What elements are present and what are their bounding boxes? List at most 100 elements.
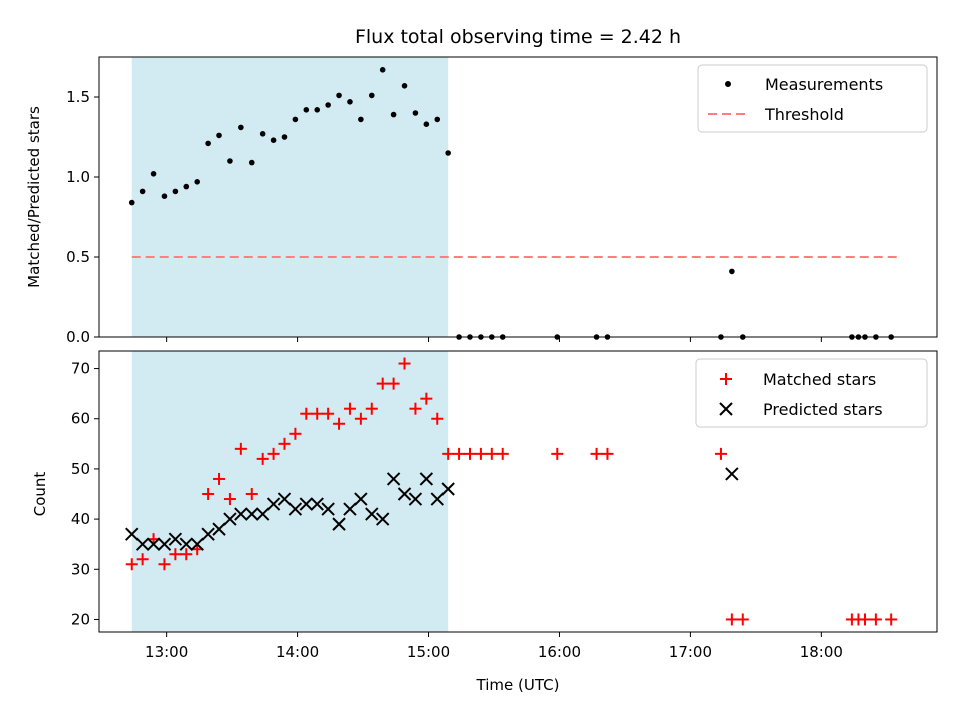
predicted-stars-point	[190, 537, 204, 551]
matched-stars-point	[409, 402, 422, 415]
measurements-point	[347, 99, 353, 105]
matched-stars-point	[343, 402, 356, 415]
x-stroke-b	[277, 492, 292, 506]
y-tick-label: 50	[71, 460, 90, 478]
matched-stars-point	[278, 437, 291, 450]
count-axes-frame	[98, 350, 938, 633]
threshold-legend-label: Threshold	[764, 105, 844, 124]
count-marks	[125, 357, 898, 626]
x-stroke-b	[321, 502, 335, 516]
x-stroke-b	[397, 487, 412, 501]
matched-stars-point	[431, 412, 444, 425]
predicted-stars-point	[332, 517, 346, 531]
predicted-stars-point	[179, 537, 193, 551]
ratio-axes-frame	[98, 56, 938, 338]
predicted-stars-point	[321, 502, 335, 516]
y-tick-label: 1.0	[66, 168, 90, 186]
matched-stars-point	[442, 447, 455, 460]
x-stroke-b	[299, 497, 314, 511]
measurements-point	[128, 199, 135, 206]
matched-stars-point	[485, 447, 498, 460]
matched-stars-point	[245, 488, 258, 501]
count-y-ticks: 20 30 40 50 60 70	[71, 360, 99, 628]
measurements-point	[259, 131, 266, 137]
y-tick-label: 30	[71, 560, 90, 578]
matched-stars-point	[234, 442, 247, 455]
x-stroke-b	[157, 537, 172, 551]
x-stroke-b	[408, 492, 423, 506]
y-tick-label: 0.5	[66, 248, 90, 266]
x-stroke-b	[201, 527, 215, 541]
matched-stars-point	[365, 402, 378, 415]
y-tick-label: 20	[71, 610, 90, 628]
matched-stars-point	[169, 548, 182, 561]
predicted-stars-point	[354, 492, 368, 506]
x-stroke-b	[419, 472, 434, 486]
matched-stars-point	[202, 488, 215, 501]
predicted-legend-label: Predicted stars	[763, 400, 883, 419]
matched-stars-point	[714, 447, 727, 460]
measurements-point	[248, 159, 255, 166]
predicted-stars-point	[168, 532, 183, 546]
matched-stars-point	[869, 613, 882, 626]
matched-stars-point	[256, 452, 269, 465]
measurements-legend-label: Measurements	[765, 75, 883, 94]
predicted-stars-point	[288, 502, 303, 516]
count-x-ticks: 13:00 14:00 15:00 16:00 17:00 18:00	[145, 632, 843, 661]
matched-stars-point	[725, 613, 738, 626]
ratio-marks	[128, 67, 894, 340]
measurements-point	[227, 158, 233, 164]
matched-stars-point	[311, 407, 324, 420]
x-stroke-b	[332, 517, 346, 531]
matched-stars-point	[885, 613, 898, 626]
y-tick-label: 0.0	[66, 328, 90, 346]
measurements-point	[401, 83, 408, 89]
predicted-stars-point	[125, 527, 139, 541]
predicted-stars-point	[375, 512, 390, 526]
matched-stars-point	[158, 558, 171, 571]
count-legend: Matched stars Predicted stars	[695, 358, 928, 428]
y-tick-label: 40	[71, 510, 90, 528]
matched-stars-point	[601, 447, 614, 460]
matched-stars-point	[453, 447, 466, 460]
x-stroke-b	[365, 507, 379, 521]
measurements-point	[194, 179, 201, 185]
x-tick-label: 17:00	[669, 643, 712, 661]
matched-stars-point	[387, 377, 400, 390]
measurements-point	[303, 107, 310, 113]
chart-title: Flux total observing time = 2.42 h	[355, 26, 681, 48]
matched-stars-point	[125, 558, 138, 571]
x-stroke-b	[288, 502, 303, 516]
predicted-stars-point	[441, 482, 455, 496]
measurements-point	[281, 134, 288, 140]
x-stroke-b	[135, 537, 150, 551]
y-tick-label: 1.5	[66, 88, 90, 106]
x-stroke-b	[234, 507, 248, 521]
predicted-stars-point	[277, 492, 292, 506]
x-stroke-b	[146, 537, 161, 551]
matched-stars-point	[300, 407, 313, 420]
predicted-stars-point	[245, 507, 259, 521]
matched-legend-marker	[720, 373, 732, 385]
matched-legend-label: Matched stars	[763, 370, 876, 389]
measurements-point	[183, 183, 190, 190]
predicted-stars-point	[212, 522, 226, 536]
measurements-point	[423, 121, 430, 127]
measurements-point	[368, 92, 375, 99]
x-stroke-b	[386, 472, 401, 486]
x-stroke-b	[245, 507, 259, 521]
x-stroke-b	[266, 497, 281, 511]
predicted-stars-point	[365, 507, 379, 521]
matched-stars-point	[551, 447, 564, 460]
x-stroke-b	[179, 537, 193, 551]
measurements-point	[216, 132, 222, 139]
x-stroke-b	[375, 512, 390, 526]
x-axis-label: Time (UTC)	[476, 676, 560, 694]
x-tick-label: 15:00	[407, 643, 450, 661]
ratio-y-ticks: 0.0 0.5 1.0 1.5	[66, 88, 99, 346]
predicted-stars-point	[725, 467, 739, 481]
measurements-point	[379, 67, 386, 73]
y-tick-label: 70	[71, 360, 90, 378]
measurements-point	[150, 171, 157, 177]
